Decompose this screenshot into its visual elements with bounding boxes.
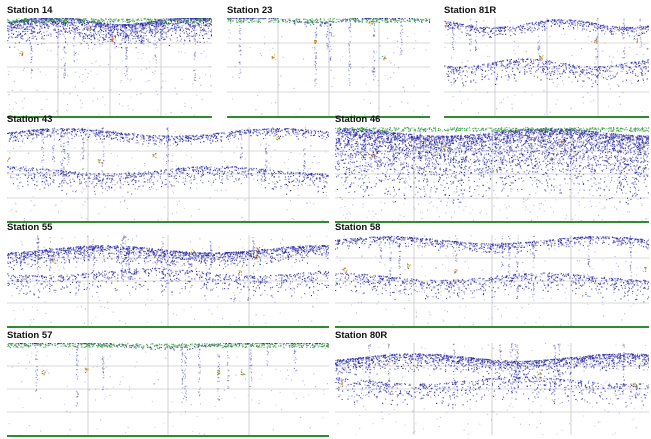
station-23-label: Station 23 [227, 5, 272, 17]
station-55-echogram [7, 235, 329, 328]
station-55-label: Station 55 [7, 222, 52, 234]
station-81r-echogram [444, 18, 649, 118]
station-80r-echogram [335, 343, 649, 437]
station-23-echogram [227, 18, 430, 118]
station-46-label: Station 46 [335, 114, 380, 126]
station-58-label: Station 58 [335, 222, 380, 234]
station-43-echogram [7, 127, 329, 223]
station-14-echogram [7, 18, 212, 118]
station-58-echogram [335, 235, 649, 328]
station-46-echogram [335, 127, 649, 223]
station-57-label: Station 57 [7, 330, 52, 342]
station-81r-label: Station 81R [444, 5, 496, 17]
station-14-label: Station 14 [7, 5, 52, 17]
station-57-echogram [7, 343, 329, 437]
station-43-label: Station 43 [7, 114, 52, 126]
station-80r-label: Station 80R [335, 330, 387, 342]
